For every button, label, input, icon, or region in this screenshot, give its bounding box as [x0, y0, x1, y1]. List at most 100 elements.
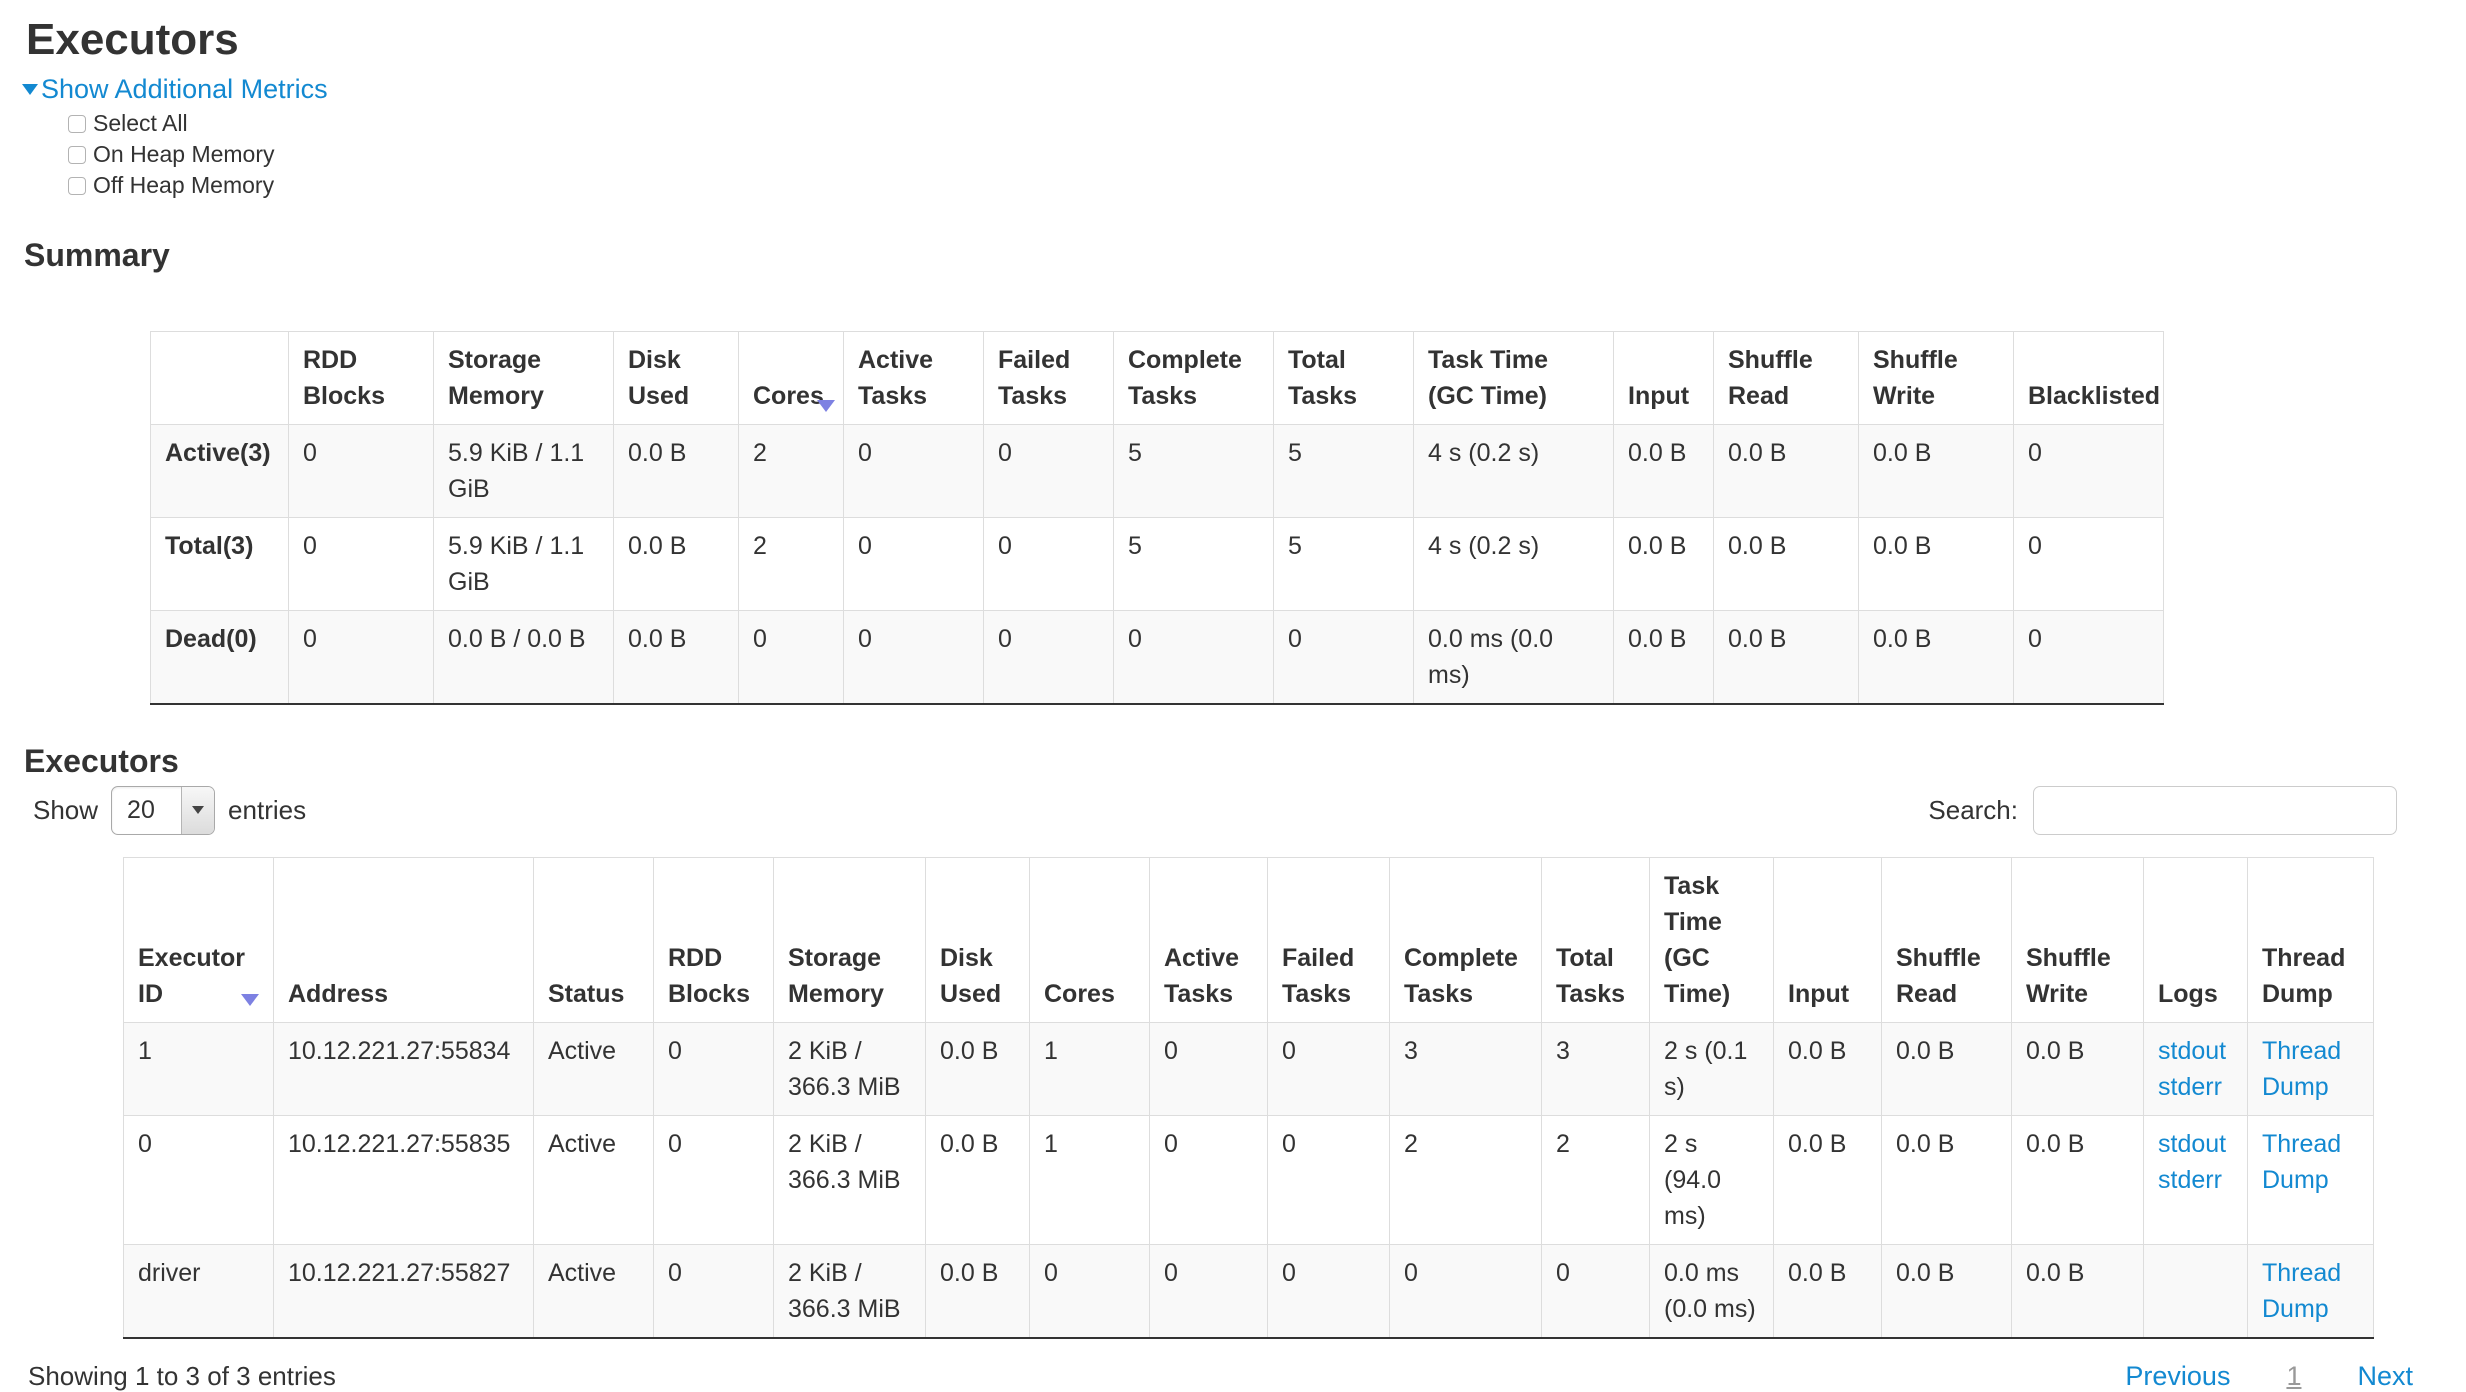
entries-info: Showing 1 to 3 of 3 entries [28, 1361, 336, 1391]
summary-col-blacklisted[interactable]: Blacklisted [2013, 331, 2164, 425]
executors-header-row: Executor ID Address Status RDD Blocks St… [123, 857, 2374, 1023]
cell: 0.0 B [613, 517, 739, 611]
cell-rdd-blocks: 0 [653, 1244, 774, 1339]
exec-col-complete-tasks[interactable]: Complete Tasks [1389, 857, 1542, 1023]
cell-executor-id: 0 [123, 1115, 274, 1245]
summary-col-storage-memory[interactable]: Storage Memory [433, 331, 614, 425]
summary-col-cores[interactable]: Cores [738, 331, 844, 425]
thread-dump-link[interactable]: Thread Dump [2262, 1130, 2342, 1194]
executor-row-1: 1 10.12.221.27:55834 Active 0 2 KiB / 36… [123, 1022, 2374, 1116]
search-input[interactable] [2033, 785, 2397, 835]
search-label: Search: [1928, 794, 2018, 825]
summary-col-task-time[interactable]: Task Time (GC Time) [1413, 331, 1614, 425]
cell-shuffle-read: 0.0 B [1881, 1115, 2012, 1245]
cell-rdd-blocks: 0 [653, 1022, 774, 1116]
cell-shuffle-write: 0.0 B [2011, 1115, 2144, 1245]
executors-heading: Executors [24, 743, 179, 779]
cell: 0 [738, 610, 844, 705]
stderr-link[interactable]: stderr [2158, 1073, 2222, 1101]
cell-disk-used: 0.0 B [925, 1022, 1030, 1116]
cell-status: Active [533, 1022, 654, 1116]
cell-task-time: 0.0 ms (0.0 ms) [1649, 1244, 1774, 1339]
entries-select-value: 20 [127, 795, 155, 824]
cell-total-tasks: 2 [1541, 1115, 1650, 1245]
cell-total-tasks: 3 [1541, 1022, 1650, 1116]
show-additional-metrics-toggle[interactable]: Show Additional Metrics [22, 72, 328, 106]
entries-label: entries [228, 794, 307, 825]
cell-input: 0.0 B [1773, 1244, 1882, 1339]
summary-col-shuffle-write[interactable]: Shuffle Write [1858, 331, 2014, 425]
exec-col-executor-id[interactable]: Executor ID [123, 857, 274, 1023]
cell: 0.0 B [613, 424, 739, 518]
cell-cores: 1 [1029, 1022, 1150, 1116]
cell-thread-dump: Thread Dump [2247, 1022, 2374, 1116]
summary-col-active-tasks[interactable]: Active Tasks [843, 331, 984, 425]
exec-col-task-time[interactable]: Task Time (GC Time) [1649, 857, 1774, 1023]
summary-col-failed-tasks[interactable]: Failed Tasks [983, 331, 1114, 425]
exec-col-thread-dump[interactable]: Thread Dump [2247, 857, 2374, 1023]
summary-header-row: RDD Blocks Storage Memory Disk Used Core… [150, 331, 2164, 425]
metric-label: Select All [93, 110, 188, 136]
cell: 0 [288, 610, 434, 705]
cell-shuffle-write: 0.0 B [2011, 1244, 2144, 1339]
summary-col-complete-tasks[interactable]: Complete Tasks [1113, 331, 1274, 425]
exec-col-failed-tasks[interactable]: Failed Tasks [1267, 857, 1390, 1023]
next-button[interactable]: Next [2357, 1361, 2413, 1391]
previous-button[interactable]: Previous [2125, 1361, 2231, 1391]
exec-col-status[interactable]: Status [533, 857, 654, 1023]
exec-col-logs[interactable]: Logs [2143, 857, 2248, 1023]
stdout-link[interactable]: stdout [2158, 1037, 2227, 1065]
pagination: Previous 1 Next [2125, 1361, 2413, 1392]
summary-col-disk-used[interactable]: Disk Used [613, 331, 739, 425]
metric-item-select-all: Select All [68, 108, 2466, 139]
cell-thread-dump: Thread Dump [2247, 1115, 2374, 1245]
exec-col-address[interactable]: Address [273, 857, 534, 1023]
cell: 0.0 B [1713, 610, 1859, 705]
exec-col-shuffle-write[interactable]: Shuffle Write [2011, 857, 2144, 1023]
summary-col-shuffle-read[interactable]: Shuffle Read [1713, 331, 1859, 425]
metric-item-off-heap-memory: Off Heap Memory [68, 170, 2466, 201]
cell: 0 [1113, 610, 1274, 705]
on-heap-memory-checkbox[interactable] [68, 145, 86, 164]
stdout-link[interactable]: stdout [2158, 1130, 2227, 1158]
entries-select[interactable]: 20 [111, 785, 216, 835]
metric-item-on-heap-memory: On Heap Memory [68, 139, 2466, 170]
cell-cores: 1 [1029, 1115, 1150, 1245]
summary-row-label: Total(3) [150, 517, 289, 611]
summary-col-rdd-blocks[interactable]: RDD Blocks [288, 331, 434, 425]
exec-col-active-tasks[interactable]: Active Tasks [1149, 857, 1268, 1023]
executors-table: Executor ID Address Status RDD Blocks St… [123, 857, 2374, 1339]
summary-row-label: Dead(0) [150, 610, 289, 705]
exec-col-input[interactable]: Input [1773, 857, 1882, 1023]
cell: 0.0 B [1613, 517, 1714, 611]
cell-storage-memory: 2 KiB / 366.3 MiB [773, 1244, 926, 1339]
cell: 2 [738, 424, 844, 518]
thread-dump-link[interactable]: Thread Dump [2262, 1037, 2342, 1101]
exec-col-total-tasks[interactable]: Total Tasks [1541, 857, 1650, 1023]
caret-down-icon [22, 83, 38, 95]
summary-col-input[interactable]: Input [1613, 331, 1714, 425]
exec-col-shuffle-read[interactable]: Shuffle Read [1881, 857, 2012, 1023]
thread-dump-link[interactable]: Thread Dump [2262, 1259, 2342, 1323]
exec-col-storage-memory[interactable]: Storage Memory [773, 857, 926, 1023]
exec-col-disk-used[interactable]: Disk Used [925, 857, 1030, 1023]
summary-row-active: Active(3) 0 5.9 KiB / 1.1 GiB 0.0 B 2 0 … [150, 424, 2164, 518]
exec-col-cores[interactable]: Cores [1029, 857, 1150, 1023]
cell-logs: stdout stderr [2143, 1115, 2248, 1245]
cell-complete-tasks: 2 [1389, 1115, 1542, 1245]
cell: 0 [983, 424, 1114, 518]
stderr-link[interactable]: stderr [2158, 1166, 2222, 1194]
cell-failed-tasks: 0 [1267, 1022, 1390, 1116]
summary-col-total-tasks[interactable]: Total Tasks [1273, 331, 1414, 425]
off-heap-memory-checkbox[interactable] [68, 176, 86, 195]
select-all-checkbox[interactable] [68, 114, 86, 133]
metric-label: Off Heap Memory [93, 172, 275, 198]
table-controls: Show 20 entries Search: [0, 785, 2466, 835]
entries-control: Show 20 entries [33, 785, 307, 835]
cell-task-time: 2 s (0.1 s) [1649, 1022, 1774, 1116]
table-footer: Showing 1 to 3 of 3 entries Previous 1 N… [0, 1361, 2466, 1392]
cell-shuffle-write: 0.0 B [2011, 1022, 2144, 1116]
page-number-1[interactable]: 1 [2286, 1361, 2302, 1391]
cell: 0.0 B [1858, 610, 2014, 705]
exec-col-rdd-blocks[interactable]: RDD Blocks [653, 857, 774, 1023]
